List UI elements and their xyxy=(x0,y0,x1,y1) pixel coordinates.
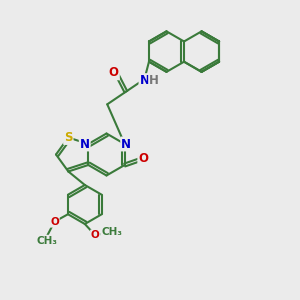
Text: O: O xyxy=(109,66,119,79)
Text: N: N xyxy=(140,74,149,87)
Text: CH₃: CH₃ xyxy=(101,227,122,237)
Text: O: O xyxy=(91,230,100,240)
Text: N: N xyxy=(80,137,90,151)
Text: H: H xyxy=(149,74,159,87)
Text: S: S xyxy=(64,131,73,144)
Text: O: O xyxy=(138,152,148,165)
Text: O: O xyxy=(50,217,59,227)
Text: N: N xyxy=(121,137,131,151)
Text: CH₃: CH₃ xyxy=(37,236,58,246)
